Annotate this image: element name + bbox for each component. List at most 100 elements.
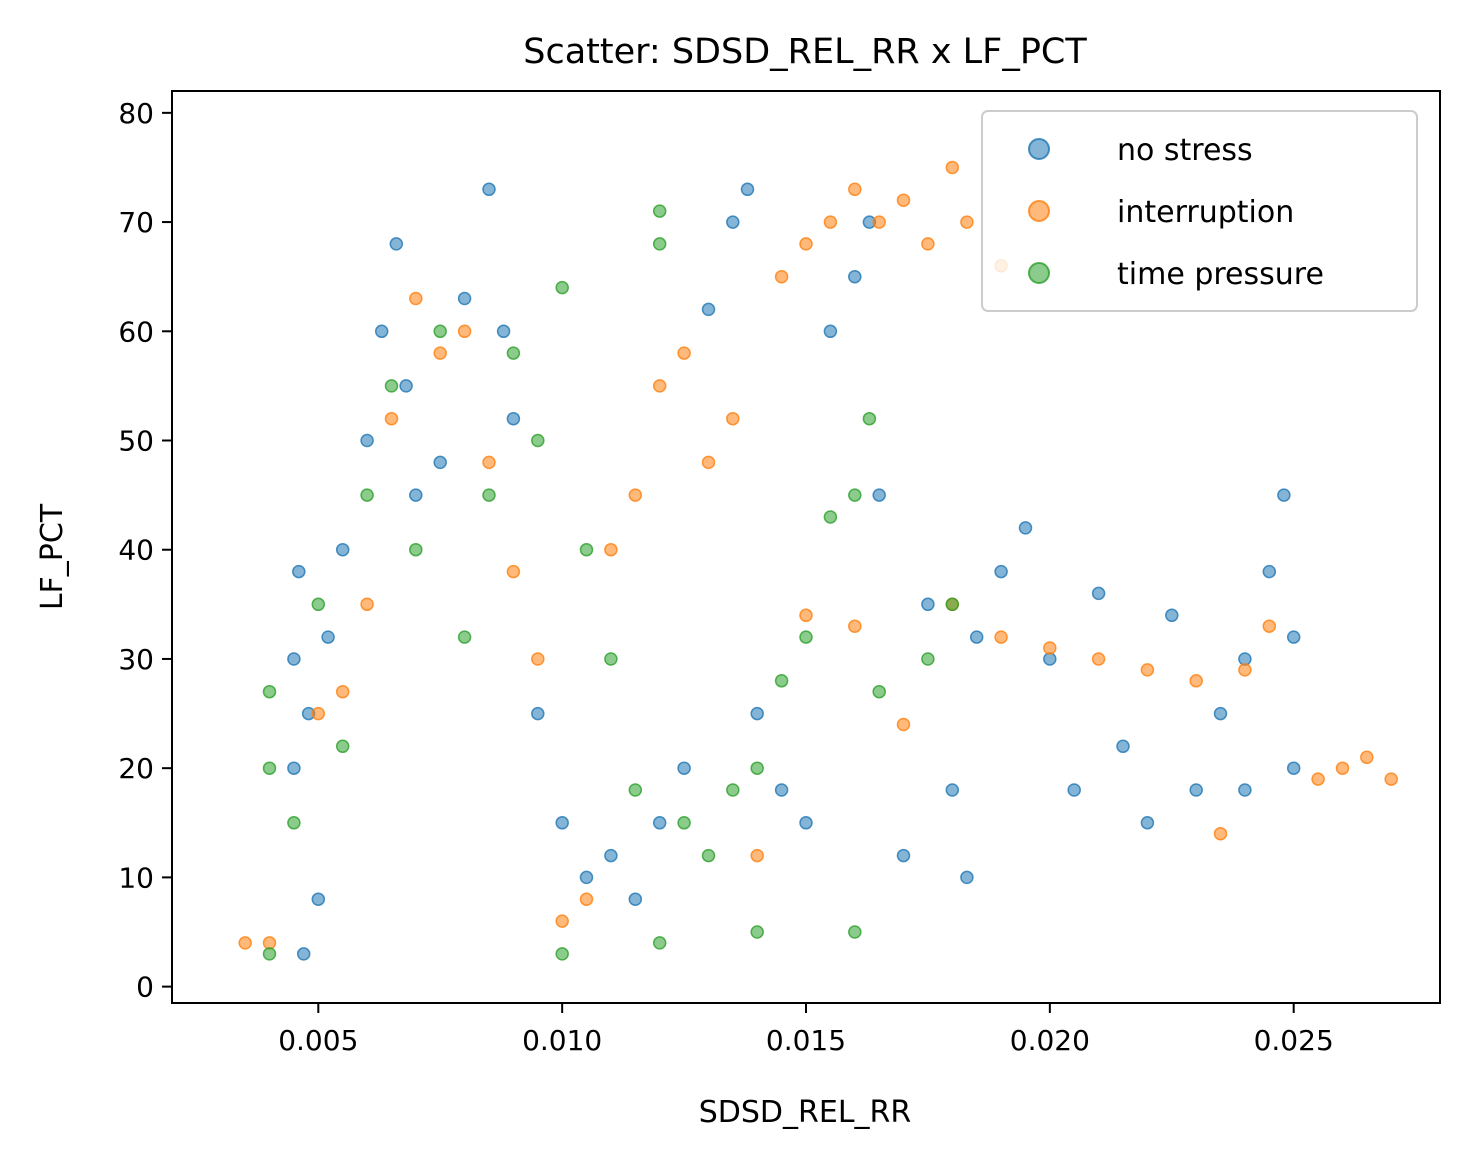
y-tick-label: 60 [118,315,154,348]
x-tick-label: 0.025 [1254,1024,1334,1057]
data-point [506,564,521,579]
data-point [579,892,594,906]
data-point [409,291,423,306]
data-point [652,816,667,830]
data-point [799,630,813,644]
data-point [750,925,764,939]
legend-marker [1028,138,1050,160]
data-point [506,346,521,360]
data-point [433,324,447,339]
x-tick-label: 0.010 [522,1024,602,1057]
data-point [579,870,594,885]
data-point [1238,783,1252,797]
x-axis-ticks: 0.005 0.010 0.015 0.020 0.025 [278,1003,1334,1057]
data-point [921,597,935,612]
data-point [1335,761,1350,775]
data-point [960,215,974,229]
legend-label: no stress [1117,133,1253,168]
data-point [677,761,691,775]
data-point [848,925,862,939]
data-point [945,783,960,797]
data-point [360,488,374,502]
data-point [1213,706,1228,721]
data-point [262,761,277,775]
points-layer [238,160,1398,961]
data-point [531,433,545,448]
data-point [296,947,311,961]
data-point [1140,663,1155,677]
data-point [750,848,764,863]
data-point [677,346,691,360]
data-point [262,947,277,961]
x-tick-label: 0.005 [278,1024,358,1057]
x-axis-label: SDSD_REL_RR [699,1095,912,1130]
data-point [604,652,618,666]
data-point [628,892,643,906]
data-point [628,783,643,797]
data-point [774,783,789,797]
data-point [238,936,252,950]
data-point [457,291,472,306]
data-point [1165,608,1179,623]
data-point [531,706,545,721]
data-point [823,510,838,524]
data-point [652,237,667,251]
legend-marker [1028,262,1050,284]
data-point [823,324,838,339]
data-point [555,280,569,295]
data-point [433,455,447,470]
data-point [360,597,374,612]
data-point [506,411,521,426]
y-tick-label: 70 [118,206,154,239]
data-point [945,160,960,175]
data-point [384,379,399,393]
data-point [726,411,740,426]
data-point [774,269,789,284]
data-point [896,848,911,863]
data-point [555,947,569,961]
y-tick-label: 20 [118,752,154,785]
data-point [1067,783,1081,797]
data-point [921,652,935,666]
data-point [335,739,350,754]
data-point [1286,761,1301,775]
data-point [1091,586,1106,601]
data-point [1238,663,1252,677]
data-point [1043,641,1057,655]
data-point [872,684,886,699]
legend-label: time pressure [1117,257,1324,292]
data-point [896,717,911,732]
series-2 [262,204,960,961]
data-point [311,892,326,906]
legend: no stress interruption time pressure [981,110,1418,312]
data-point [1360,750,1374,765]
data-point [848,488,862,502]
data-point [399,379,413,393]
data-point [360,433,374,448]
data-point [1262,619,1277,633]
y-axis-label: LF_PCT [35,503,70,610]
data-point [726,215,740,229]
data-point [701,848,716,863]
data-point [750,761,764,775]
data-point [1140,816,1155,830]
data-point [292,564,306,579]
data-point [969,630,984,644]
data-point [604,848,618,863]
data-point [1189,783,1203,797]
series-1 [238,160,1398,950]
data-point [482,182,496,197]
data-point [555,816,569,830]
data-point [799,816,813,830]
data-point [848,619,862,633]
data-point [701,302,716,317]
data-point [321,630,335,644]
y-tick-label: 50 [118,425,154,458]
data-point [482,488,496,502]
series-0 [287,182,1301,961]
y-tick-label: 30 [118,643,154,676]
data-point [374,324,389,339]
data-point [994,630,1008,644]
data-point [652,379,667,393]
